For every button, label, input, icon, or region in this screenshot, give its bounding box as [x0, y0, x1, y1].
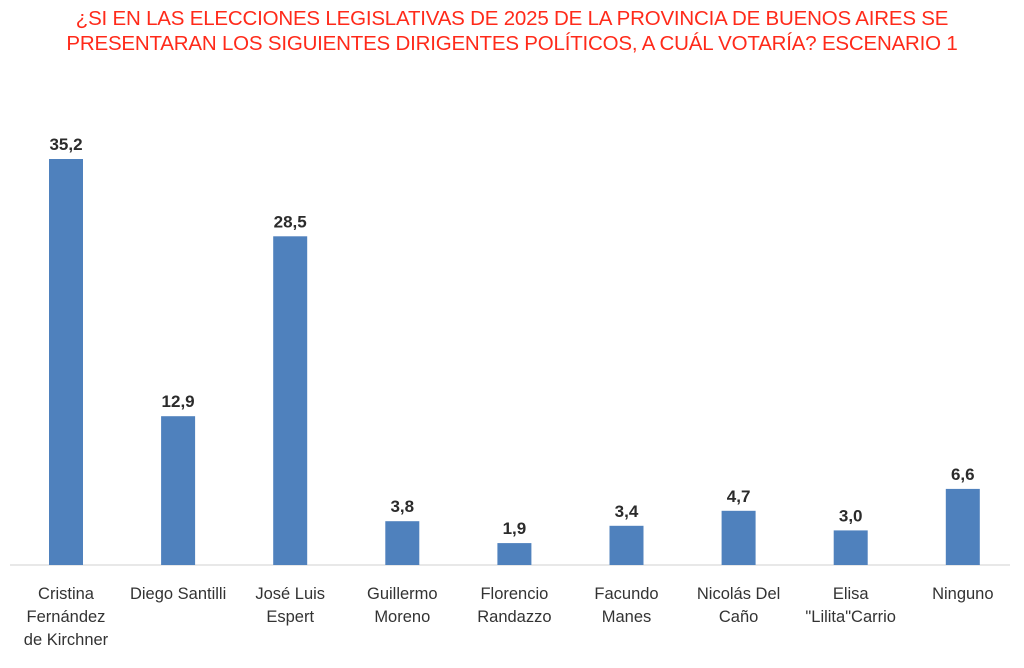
value-labels-group: 35,2 12,9 28,5 3,8 1,9 3,4 4,7 3,0 6,6	[49, 135, 974, 538]
category-label-8-line-0: Ninguno	[932, 585, 993, 603]
category-label-4: Florencio Randazzo	[477, 585, 551, 626]
category-label-0-line-0: Cristina	[38, 585, 95, 603]
category-label-1-line-0: Diego Santilli	[130, 585, 226, 603]
bar-5	[609, 525, 644, 565]
category-label-3: Guillermo Moreno	[367, 585, 438, 626]
category-label-3-line-1: Moreno	[374, 608, 430, 626]
bar-2	[273, 236, 308, 566]
bar-4	[497, 543, 532, 565]
chart-title: ¿SI EN LAS ELECCIONES LEGISLATIVAS DE 20…	[0, 6, 1024, 56]
category-label-1: Diego Santilli	[130, 585, 226, 603]
category-label-7-line-0: Elisa	[833, 585, 870, 603]
bar-1	[161, 416, 196, 565]
data-label-2: 28,5	[274, 212, 307, 231]
category-label-5-line-0: Facundo	[594, 585, 658, 603]
bar-3	[385, 521, 420, 565]
category-label-5-line-1: Manes	[602, 608, 652, 626]
category-label-6-line-0: Nicolás Del	[697, 585, 780, 603]
category-label-6: Nicolás Del Caño	[697, 585, 780, 626]
data-label-7: 3,0	[839, 506, 863, 525]
category-label-5: Facundo Manes	[594, 585, 658, 626]
data-label-4: 1,9	[503, 519, 527, 538]
category-label-0-line-2: de Kirchner	[24, 631, 109, 649]
category-label-2-line-0: José Luis	[255, 585, 325, 603]
data-label-8: 6,6	[951, 465, 975, 484]
chart-title-line-1: ¿SI EN LAS ELECCIONES LEGISLATIVAS DE 20…	[75, 7, 949, 30]
bar-7	[833, 530, 868, 565]
category-labels-group: Cristina Fernández de Kirchner Diego Santil…	[24, 585, 994, 649]
data-label-1: 12,9	[162, 392, 195, 411]
category-label-7: Elisa "Lilita"Carrio	[805, 585, 896, 626]
category-label-6-line-1: Caño	[719, 608, 758, 626]
category-label-2-line-1: Espert	[266, 608, 314, 626]
bar-0	[49, 159, 83, 565]
bars-group	[49, 159, 980, 566]
data-label-5: 3,4	[615, 502, 639, 521]
category-label-4-line-1: Randazzo	[477, 608, 551, 626]
category-label-4-line-0: Florencio	[480, 585, 548, 603]
category-label-0: Cristina Fernández de Kirchner	[24, 585, 109, 649]
chart-title-line-2: PRESENTARAN LOS SIGUIENTES DIRIGENTES PO…	[66, 32, 958, 55]
data-label-3: 3,8	[390, 497, 414, 516]
category-label-0-line-1: Fernández	[27, 608, 106, 626]
data-label-0: 35,2	[49, 135, 82, 154]
category-label-7-line-1: "Lilita"Carrio	[805, 608, 896, 626]
category-label-3-line-0: Guillermo	[367, 585, 438, 603]
category-label-2: José Luis Espert	[255, 585, 325, 626]
data-label-6: 4,7	[727, 487, 751, 506]
bar-6	[721, 510, 756, 565]
category-label-8: Ninguno	[932, 585, 993, 603]
bar-8	[945, 488, 980, 565]
